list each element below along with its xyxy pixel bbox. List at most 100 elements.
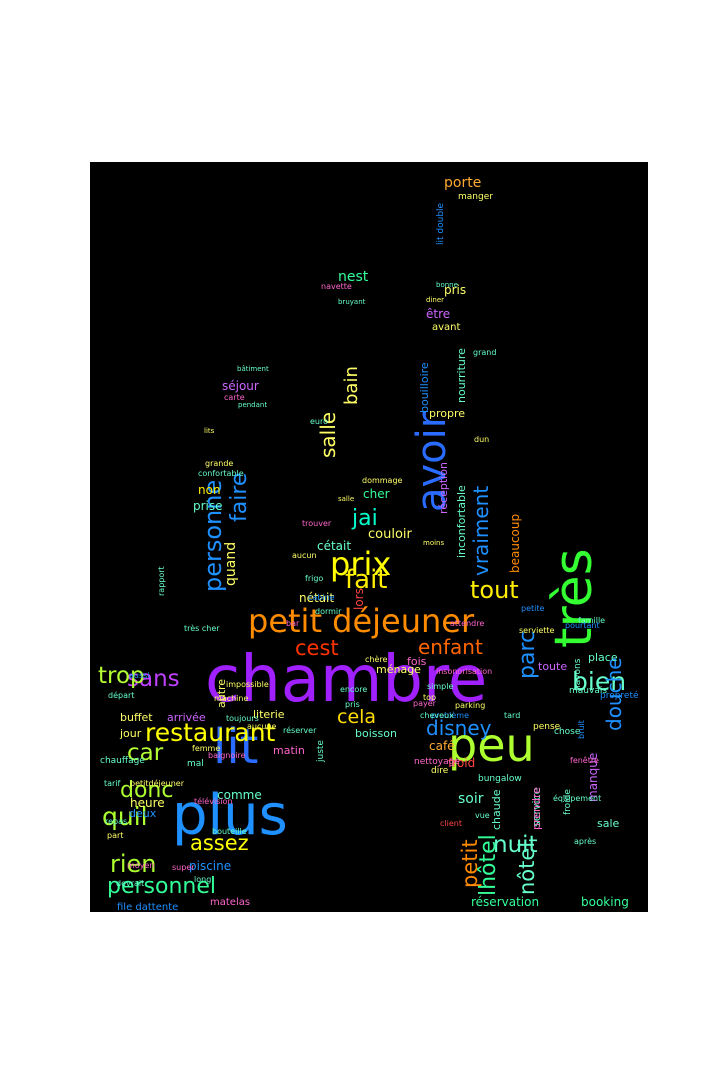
cloud-word: chère [365, 655, 388, 664]
cloud-word: heure [130, 796, 165, 810]
cloud-word: grand [473, 348, 497, 357]
cloud-word: literie [253, 708, 285, 721]
cloud-word: pris [345, 700, 360, 709]
cloud-word: petite [521, 604, 545, 613]
cloud-word: chaude [490, 789, 503, 830]
cloud-word: insonorisation [436, 667, 493, 676]
cloud-word: tout [470, 576, 519, 604]
cloud-word: place [588, 651, 618, 664]
cloud-word: mal [187, 759, 204, 769]
cloud-word: fait [345, 565, 388, 595]
cloud-word: problème [431, 711, 470, 720]
cloud-word: quand [223, 541, 239, 586]
cloud-word: matin [273, 744, 305, 757]
cloud-word: nest [338, 269, 369, 285]
cloud-word: grande [205, 459, 234, 468]
cloud-word: salle [338, 495, 355, 503]
cloud-word: parking [455, 701, 486, 710]
cloud-word: juste [316, 740, 326, 762]
cloud-word: comme [217, 788, 262, 802]
cloud-word: long [194, 875, 212, 884]
cloud-word: sale [597, 817, 620, 830]
cloud-word: deux [129, 807, 157, 820]
cloud-word: bruit [577, 720, 586, 739]
cloud-word: toute [538, 660, 568, 673]
cloud-word: payer [413, 699, 436, 708]
cloud-word: aucune [247, 722, 277, 731]
cloud-word: nétait [299, 591, 335, 605]
cloud-word: machine [214, 694, 249, 703]
cloud-word: pense [533, 722, 561, 732]
cloud-word: café [429, 739, 455, 753]
cloud-word: moyen [127, 861, 155, 870]
cloud-word: réservation [471, 895, 540, 909]
cloud-word: famille [578, 616, 606, 625]
cloud-word: piscine [189, 859, 232, 873]
cloud-word: bungalow [478, 774, 522, 784]
cloud-word: dire [431, 766, 449, 776]
cloud-word: petit déjeuner [248, 602, 475, 640]
cloud-word: équipement [553, 794, 602, 803]
cloud-word: attendre [450, 619, 485, 628]
cloud-word: avant [432, 322, 461, 333]
cloud-word: rapport [157, 566, 166, 596]
cloud-word: toujours [226, 714, 259, 723]
cloud-word: pendant [238, 401, 268, 409]
cloud-word: très cher [184, 624, 220, 633]
cloud-word: bain [341, 366, 362, 405]
cloud-word: manger [458, 192, 493, 202]
cloud-word: nettoyage [414, 757, 460, 767]
cloud-word: bar [286, 619, 300, 628]
cloud-word: frigo [305, 574, 324, 583]
cloud-word: navons [573, 658, 583, 691]
cloud-word: lhôtel [476, 834, 501, 896]
cloud-word: beaucoup [508, 513, 522, 573]
cloud-word: file dattente [117, 902, 179, 913]
cloud-word: cheveux [420, 711, 454, 720]
cloud-word: après [574, 837, 597, 846]
cloud-word: chauffage [100, 756, 145, 766]
cloud-word: faire [227, 472, 252, 522]
cloud-word: prix [330, 545, 392, 583]
cloud-word: nuit [493, 832, 538, 858]
cloud-word: prise [193, 499, 223, 513]
cloud-word: cétait [317, 539, 352, 553]
cloud-word: cabine [308, 593, 335, 602]
cloud-word: sans [127, 666, 180, 692]
cloud-word: arrivée [167, 711, 206, 724]
cloud-word: simple [427, 682, 454, 691]
cloud-word: baignoire [208, 751, 246, 760]
cloud-word: inconfortable [455, 485, 468, 558]
cloud-word: petitdéjeuner [130, 779, 184, 788]
cloud-word: très [544, 548, 604, 648]
cloud-word: tarif [104, 779, 121, 788]
cloud-word: rien [110, 850, 157, 878]
cloud-word: couloir [368, 527, 412, 542]
cloud-word: devrait [116, 879, 145, 888]
cloud-word: quil [102, 802, 148, 831]
cloud-word: bonne [436, 281, 458, 289]
cloud-word: encore [340, 685, 368, 694]
cloud-word: froid [448, 756, 476, 770]
cloud-word: séjour [222, 379, 259, 393]
cloud-word: bâtiment [237, 365, 269, 373]
cloud-word: fenêtre [570, 756, 599, 765]
cloud-word: moins [423, 539, 445, 547]
cloud-word: cela [337, 706, 377, 728]
cloud-word: dun [474, 435, 490, 444]
cloud-word: propre [429, 407, 466, 420]
cloud-word: bouteille [212, 827, 247, 836]
cloud-word: fois [407, 655, 427, 668]
cloud-word: être [426, 307, 451, 321]
cloud-word: nôtel [515, 841, 539, 895]
cloud-word: jour [120, 727, 142, 740]
cloud-word: télévision [194, 797, 233, 806]
cloud-word: client [440, 819, 462, 828]
cloud-word: booking [581, 895, 629, 909]
cloud-word: réserver [283, 726, 317, 735]
cloud-word: trouver [302, 519, 332, 528]
cloud-word: personnel [107, 874, 217, 899]
cloud-word: plus [172, 783, 288, 848]
cloud-word: part [107, 831, 124, 840]
cloud-word: dommage [362, 476, 403, 485]
